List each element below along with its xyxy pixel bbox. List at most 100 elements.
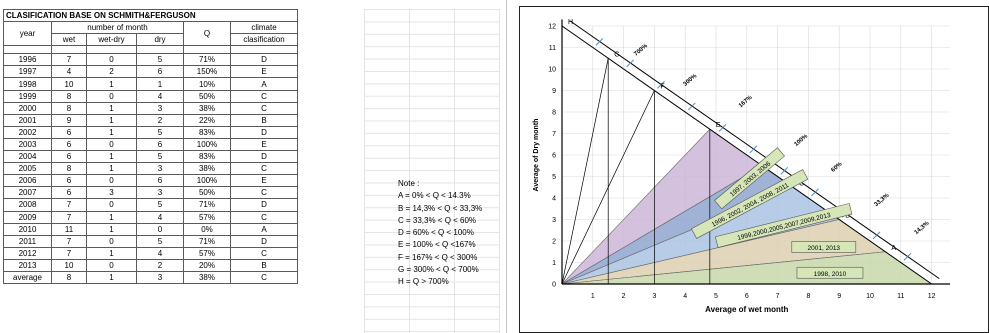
cell-wet: 6	[51, 137, 87, 152]
table-row: 2008 7 0 5 71% D	[3, 198, 298, 212]
cell-wet-dry: 1	[86, 222, 137, 236]
cell-cls: A	[230, 222, 298, 236]
y-tick-label: 0	[552, 282, 556, 289]
x-tick-label: 6	[745, 293, 749, 300]
diagonal-boundary-outer	[569, 20, 940, 280]
note-box: Note : A = 0% < Q < 14.3% B = 14,3% < Q …	[398, 178, 482, 289]
x-tick-label: 1	[591, 293, 595, 300]
x-tick-label: 12	[928, 293, 936, 300]
cell-wet-dry: 1	[86, 150, 137, 164]
cell-year: 1998	[3, 77, 52, 91]
cell-year: 2009	[3, 210, 52, 224]
diagonal-tick	[903, 252, 912, 261]
x-axis-label: Average of wet month	[705, 305, 788, 314]
cell-wet-dry: 1	[86, 270, 137, 285]
table-row: 2011 7 0 5 71% D	[3, 234, 298, 248]
cell-wet: 11	[51, 222, 87, 236]
note-line: E = 100% < Q <167%	[398, 240, 476, 250]
cell-year: average	[3, 270, 52, 285]
cell-wet-dry: 0	[86, 234, 137, 248]
cell-q: 71%	[183, 234, 231, 248]
cell-dry: 2	[136, 113, 184, 127]
note-line: D = 60% < Q < 100%	[398, 228, 474, 238]
header-wet: wet	[51, 33, 87, 47]
cell-wet: 6	[51, 174, 87, 188]
note-title: Note :	[398, 179, 420, 188]
cell-q: 38%	[183, 270, 231, 285]
header-wet-dry: wet-dry	[86, 33, 137, 47]
cell-cls: D	[230, 234, 298, 248]
blank-row	[3, 45, 298, 55]
cell-q: 20%	[183, 258, 231, 272]
blank-cell	[3, 45, 52, 55]
cell-dry: 3	[136, 101, 184, 115]
cell-year: 2012	[3, 246, 52, 260]
cell-q: 100%	[183, 137, 231, 152]
panel-divider	[506, 0, 507, 333]
ratio-label: 167%	[738, 94, 754, 109]
cell-cls: D	[230, 198, 298, 212]
diagonal-tick	[749, 145, 758, 154]
note-line: B = 14,3% < Q < 33,3%	[398, 203, 483, 213]
y-tick-label: 9	[552, 88, 556, 95]
ratio-label: 60%	[830, 161, 844, 174]
cell-year: 2000	[3, 101, 52, 115]
year-group-text: 2001, 2013	[808, 245, 841, 252]
cell-wet-dry: 0	[86, 89, 137, 103]
cell-wet: 7	[51, 210, 87, 224]
spreadsheet-panel: CLASIFICATION BASE ON SCHMITH&FERGUSON y…	[3, 8, 500, 333]
x-tick-label: 11	[897, 293, 904, 300]
header-climate: climate	[230, 21, 298, 35]
year-group-box	[791, 241, 857, 253]
header-number-of-month: number of month	[51, 21, 184, 35]
cell-year: 2011	[3, 234, 52, 248]
cell-q: 83%	[183, 150, 231, 164]
cell-cls: C	[230, 210, 298, 224]
cell-dry: 6	[136, 174, 184, 188]
cell-year: 1997	[3, 65, 52, 79]
table-row: 1996 7 0 5 71% D	[3, 53, 298, 67]
cell-wet: 8	[51, 270, 87, 285]
cell-dry: 3	[136, 186, 184, 200]
cell-year: 2013	[3, 258, 52, 272]
cell-dry: 4	[136, 210, 184, 224]
cell-q: 57%	[183, 210, 231, 224]
cell-year: 1999	[3, 89, 52, 103]
note-line: C = 33,3% < Q < 60%	[398, 215, 477, 225]
cell-wet: 10	[51, 258, 87, 272]
note-line: H = Q > 700%	[398, 277, 449, 287]
table-row: 1998 10 1 1 10% A	[3, 77, 298, 91]
y-tick-label: 5	[552, 174, 556, 181]
table-row: 2007 6 3 3 50% C	[3, 186, 298, 200]
class-letter-label: H	[568, 19, 573, 26]
diagonal-tick	[718, 123, 727, 132]
y-tick-label: 11	[549, 45, 556, 52]
y-tick-label: 1	[552, 260, 556, 267]
cell-wet-dry: 1	[86, 162, 137, 176]
cell-year: 2003	[3, 137, 52, 152]
header-row-2: wet wet-dry dry clasification	[4, 33, 298, 47]
ratio-label: 100%	[794, 133, 810, 148]
cell-dry: 0	[136, 222, 184, 236]
table-row: 1997 4 2 6 150% E	[3, 65, 298, 79]
cell-cls: C	[230, 162, 298, 176]
cell-q: 38%	[183, 101, 231, 115]
diagonal-tick	[780, 166, 789, 175]
y-tick-label: 3	[552, 217, 556, 224]
header-clasification: clasification	[230, 33, 298, 47]
table-title: CLASIFICATION BASE ON SCHMITH&FERGUSON	[3, 8, 298, 23]
cell-wet: 6	[51, 125, 87, 139]
class-letter-label: F	[660, 84, 664, 91]
cell-q: 71%	[183, 198, 231, 212]
cell-year: 2004	[3, 150, 52, 164]
table-row: 2000 8 1 3 38% C	[3, 101, 298, 115]
cell-year: 2008	[3, 198, 52, 212]
cell-dry: 2	[136, 258, 184, 272]
cell-dry: 4	[136, 89, 184, 103]
cell-year: 2007	[3, 186, 52, 200]
class-letter-label: C	[799, 180, 804, 187]
header-row-1: year number of month Q climate	[3, 21, 298, 47]
table-row: 2004 6 1 5 83% D	[3, 150, 298, 164]
header-year: year	[3, 21, 52, 47]
year-group-label: 1998, 2010	[796, 266, 864, 279]
